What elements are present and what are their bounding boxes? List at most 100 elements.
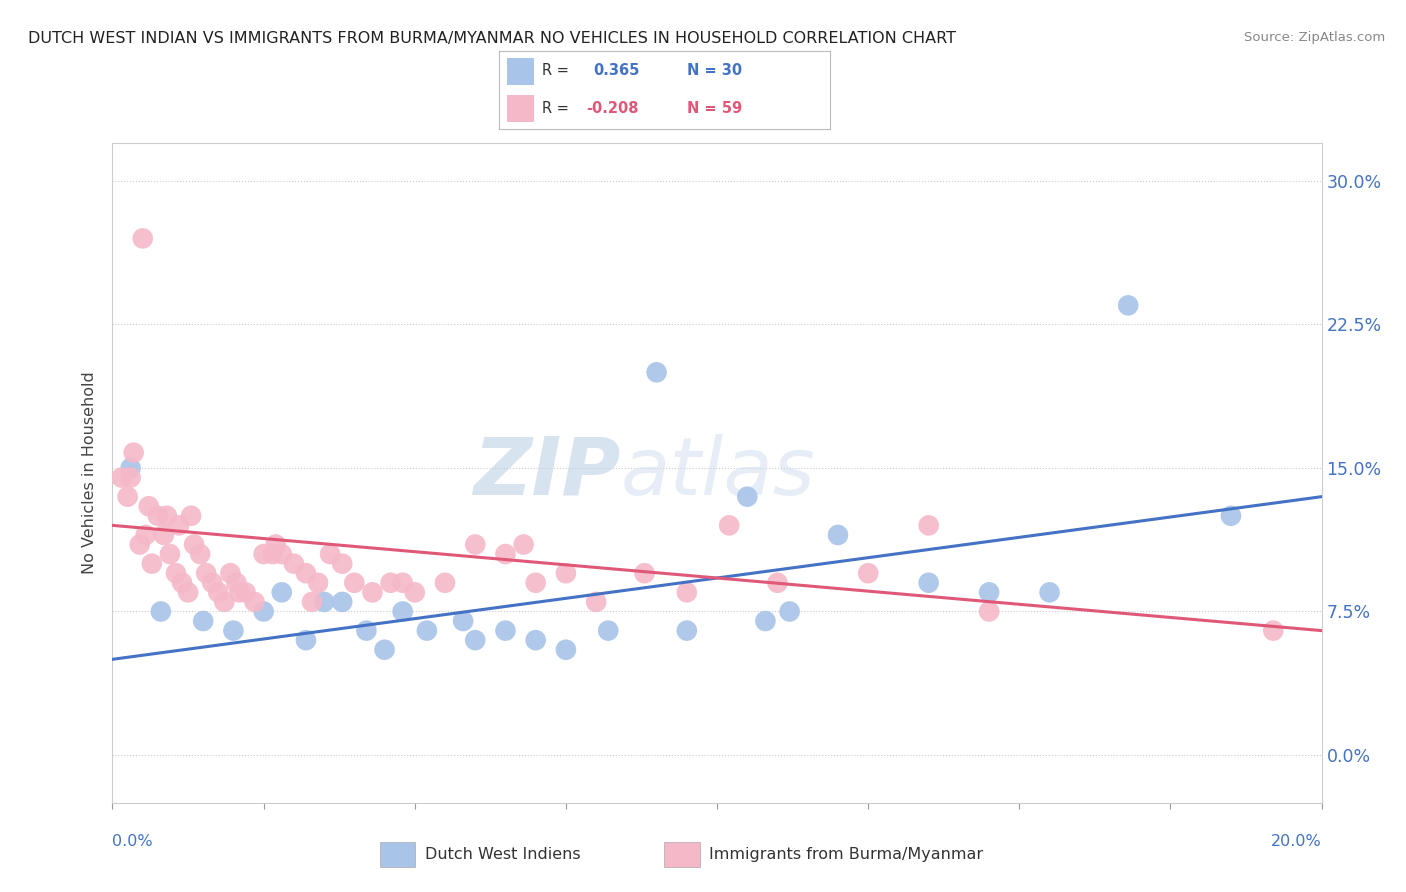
Point xyxy=(195,566,218,581)
Bar xyxy=(508,58,534,86)
Point xyxy=(167,518,190,533)
Text: atlas: atlas xyxy=(620,434,815,512)
Point xyxy=(330,557,353,571)
Point xyxy=(524,633,547,648)
Point xyxy=(135,528,157,542)
Point xyxy=(754,614,776,628)
Point xyxy=(222,624,245,638)
Text: 20.0%: 20.0% xyxy=(1271,834,1322,849)
Point xyxy=(122,445,145,459)
Point xyxy=(356,624,378,638)
Point xyxy=(264,537,287,551)
Point xyxy=(495,547,517,561)
Point xyxy=(380,575,402,590)
Point xyxy=(361,585,384,599)
Point xyxy=(495,624,517,638)
Point xyxy=(524,575,547,590)
Point xyxy=(464,633,486,648)
Point xyxy=(633,566,655,581)
Point xyxy=(253,547,276,561)
Point xyxy=(451,614,474,628)
Point xyxy=(585,595,607,609)
Text: R =: R = xyxy=(543,101,574,116)
Point xyxy=(645,365,668,379)
Point xyxy=(434,575,457,590)
Text: 0.365: 0.365 xyxy=(593,63,640,78)
Point xyxy=(283,557,305,571)
Point xyxy=(253,605,276,619)
Point xyxy=(225,575,247,590)
Point xyxy=(149,605,172,619)
Point xyxy=(117,490,139,504)
Point xyxy=(1220,508,1243,523)
Point xyxy=(146,508,169,523)
Point xyxy=(235,585,257,599)
Point xyxy=(120,470,142,484)
Point xyxy=(159,547,181,561)
Point xyxy=(1038,585,1062,599)
Point xyxy=(188,547,211,561)
Point xyxy=(120,461,142,475)
Text: 0.0%: 0.0% xyxy=(112,834,153,849)
Point xyxy=(183,537,205,551)
Point xyxy=(214,595,236,609)
Point xyxy=(1263,624,1285,638)
Point xyxy=(979,605,1001,619)
Point xyxy=(128,537,150,551)
Point xyxy=(464,537,486,551)
Text: DUTCH WEST INDIAN VS IMMIGRANTS FROM BURMA/MYANMAR NO VEHICLES IN HOUSEHOLD CORR: DUTCH WEST INDIAN VS IMMIGRANTS FROM BUR… xyxy=(28,31,956,46)
Point xyxy=(314,595,336,609)
Point xyxy=(319,547,342,561)
Point xyxy=(1116,298,1139,312)
Point xyxy=(219,566,242,581)
Point xyxy=(512,537,534,551)
Point xyxy=(343,575,366,590)
Point xyxy=(676,585,699,599)
Point xyxy=(779,605,801,619)
Point xyxy=(330,595,353,609)
Text: ZIP: ZIP xyxy=(472,434,620,512)
Text: -0.208: -0.208 xyxy=(586,101,640,116)
Point xyxy=(404,585,426,599)
Bar xyxy=(664,842,700,867)
Point xyxy=(416,624,439,638)
Point xyxy=(170,575,193,590)
Point xyxy=(201,575,224,590)
Point xyxy=(191,614,215,628)
Y-axis label: No Vehicles in Household: No Vehicles in Household xyxy=(82,371,97,574)
Point xyxy=(301,595,323,609)
Point xyxy=(827,528,849,542)
Text: Source: ZipAtlas.com: Source: ZipAtlas.com xyxy=(1244,31,1385,45)
Text: Dutch West Indiens: Dutch West Indiens xyxy=(425,847,581,862)
Point xyxy=(391,605,413,619)
Point xyxy=(918,518,941,533)
Point xyxy=(918,575,941,590)
Point xyxy=(110,470,132,484)
Point xyxy=(295,633,318,648)
Point xyxy=(228,585,250,599)
Point xyxy=(153,528,176,542)
Point xyxy=(858,566,880,581)
Point xyxy=(676,624,699,638)
Point xyxy=(598,624,620,638)
Point xyxy=(177,585,200,599)
Point xyxy=(138,500,160,514)
Text: N = 30: N = 30 xyxy=(688,63,742,78)
Point xyxy=(718,518,741,533)
Point xyxy=(132,231,155,245)
Point xyxy=(766,575,789,590)
Point xyxy=(207,585,229,599)
Text: R =: R = xyxy=(543,63,574,78)
Text: Immigrants from Burma/Myanmar: Immigrants from Burma/Myanmar xyxy=(710,847,984,862)
Point xyxy=(165,566,187,581)
Point xyxy=(295,566,318,581)
Point xyxy=(554,566,576,581)
Point xyxy=(141,557,163,571)
Point xyxy=(554,642,576,657)
Point xyxy=(307,575,329,590)
Point xyxy=(270,547,292,561)
Point xyxy=(243,595,266,609)
Point xyxy=(262,547,284,561)
Point xyxy=(391,575,413,590)
Bar xyxy=(380,842,415,867)
